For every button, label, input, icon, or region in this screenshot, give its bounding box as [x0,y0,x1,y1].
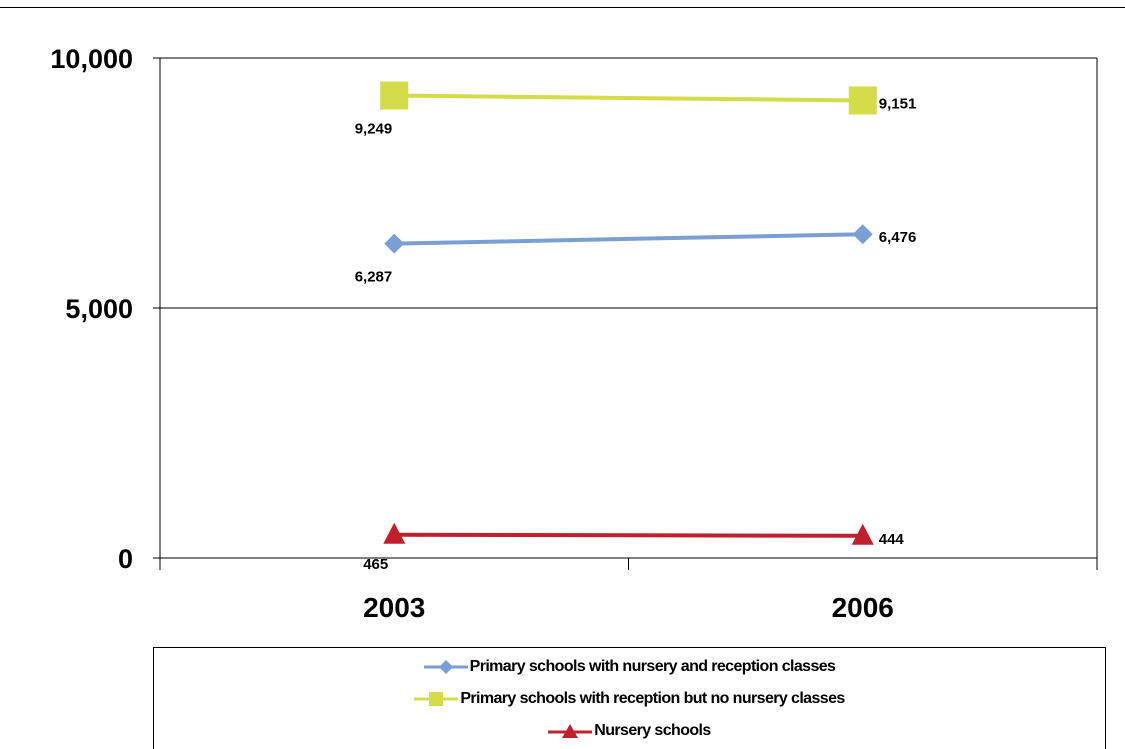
y-tick-label: 0 [118,544,133,574]
legend: Primary schools with nursery and recepti… [153,647,1106,749]
data-label: 6,287 [355,269,393,286]
data-point [384,233,405,254]
legend-label: Primary schools with reception but no nu… [460,690,845,707]
data-label: 6,476 [879,229,917,246]
y-tick-label: 10,000 [50,44,133,74]
x-tick-label: 2006 [832,592,894,623]
series-line [394,93,863,103]
legend-key-triangle-icon [548,724,593,738]
x-tick-label: 2003 [363,592,425,623]
legend-label: Nursery schools [594,722,711,739]
data-label: 444 [879,531,905,548]
data-point [380,81,409,110]
data-label: 465 [363,556,388,573]
legend-item-0: Primary schools with nursery and recepti… [154,654,1105,680]
data-label: 9,249 [355,121,393,138]
data-point [848,86,877,115]
data-point [851,523,874,545]
x-axis-ticks: 2003 2006 [159,558,1098,623]
data-label: 9,151 [879,95,917,112]
series-line [394,532,863,538]
series-line [394,232,863,246]
y-tick-label: 5,000 [65,294,133,324]
legend-key-square-icon [414,692,459,706]
data-point [383,522,406,544]
y-axis-ticks: 0 5,000 10,000 [50,44,160,574]
line-chart: 0 5,000 10,000 2003 2006 6,287 6,476 9,249 9,1… [50,44,1098,623]
legend-key-diamond-icon [423,660,468,674]
legend-item-2: Nursery schools [154,718,1105,744]
top-rule [0,7,1125,8]
legend-item-1: Primary schools with reception but no nu… [154,686,1105,712]
data-labels: 6,287 6,476 9,249 9,151 465 444 [355,95,917,572]
data-point [852,224,873,245]
legend-label: Primary schools with nursery and recepti… [469,658,836,675]
series-layer [380,81,877,545]
